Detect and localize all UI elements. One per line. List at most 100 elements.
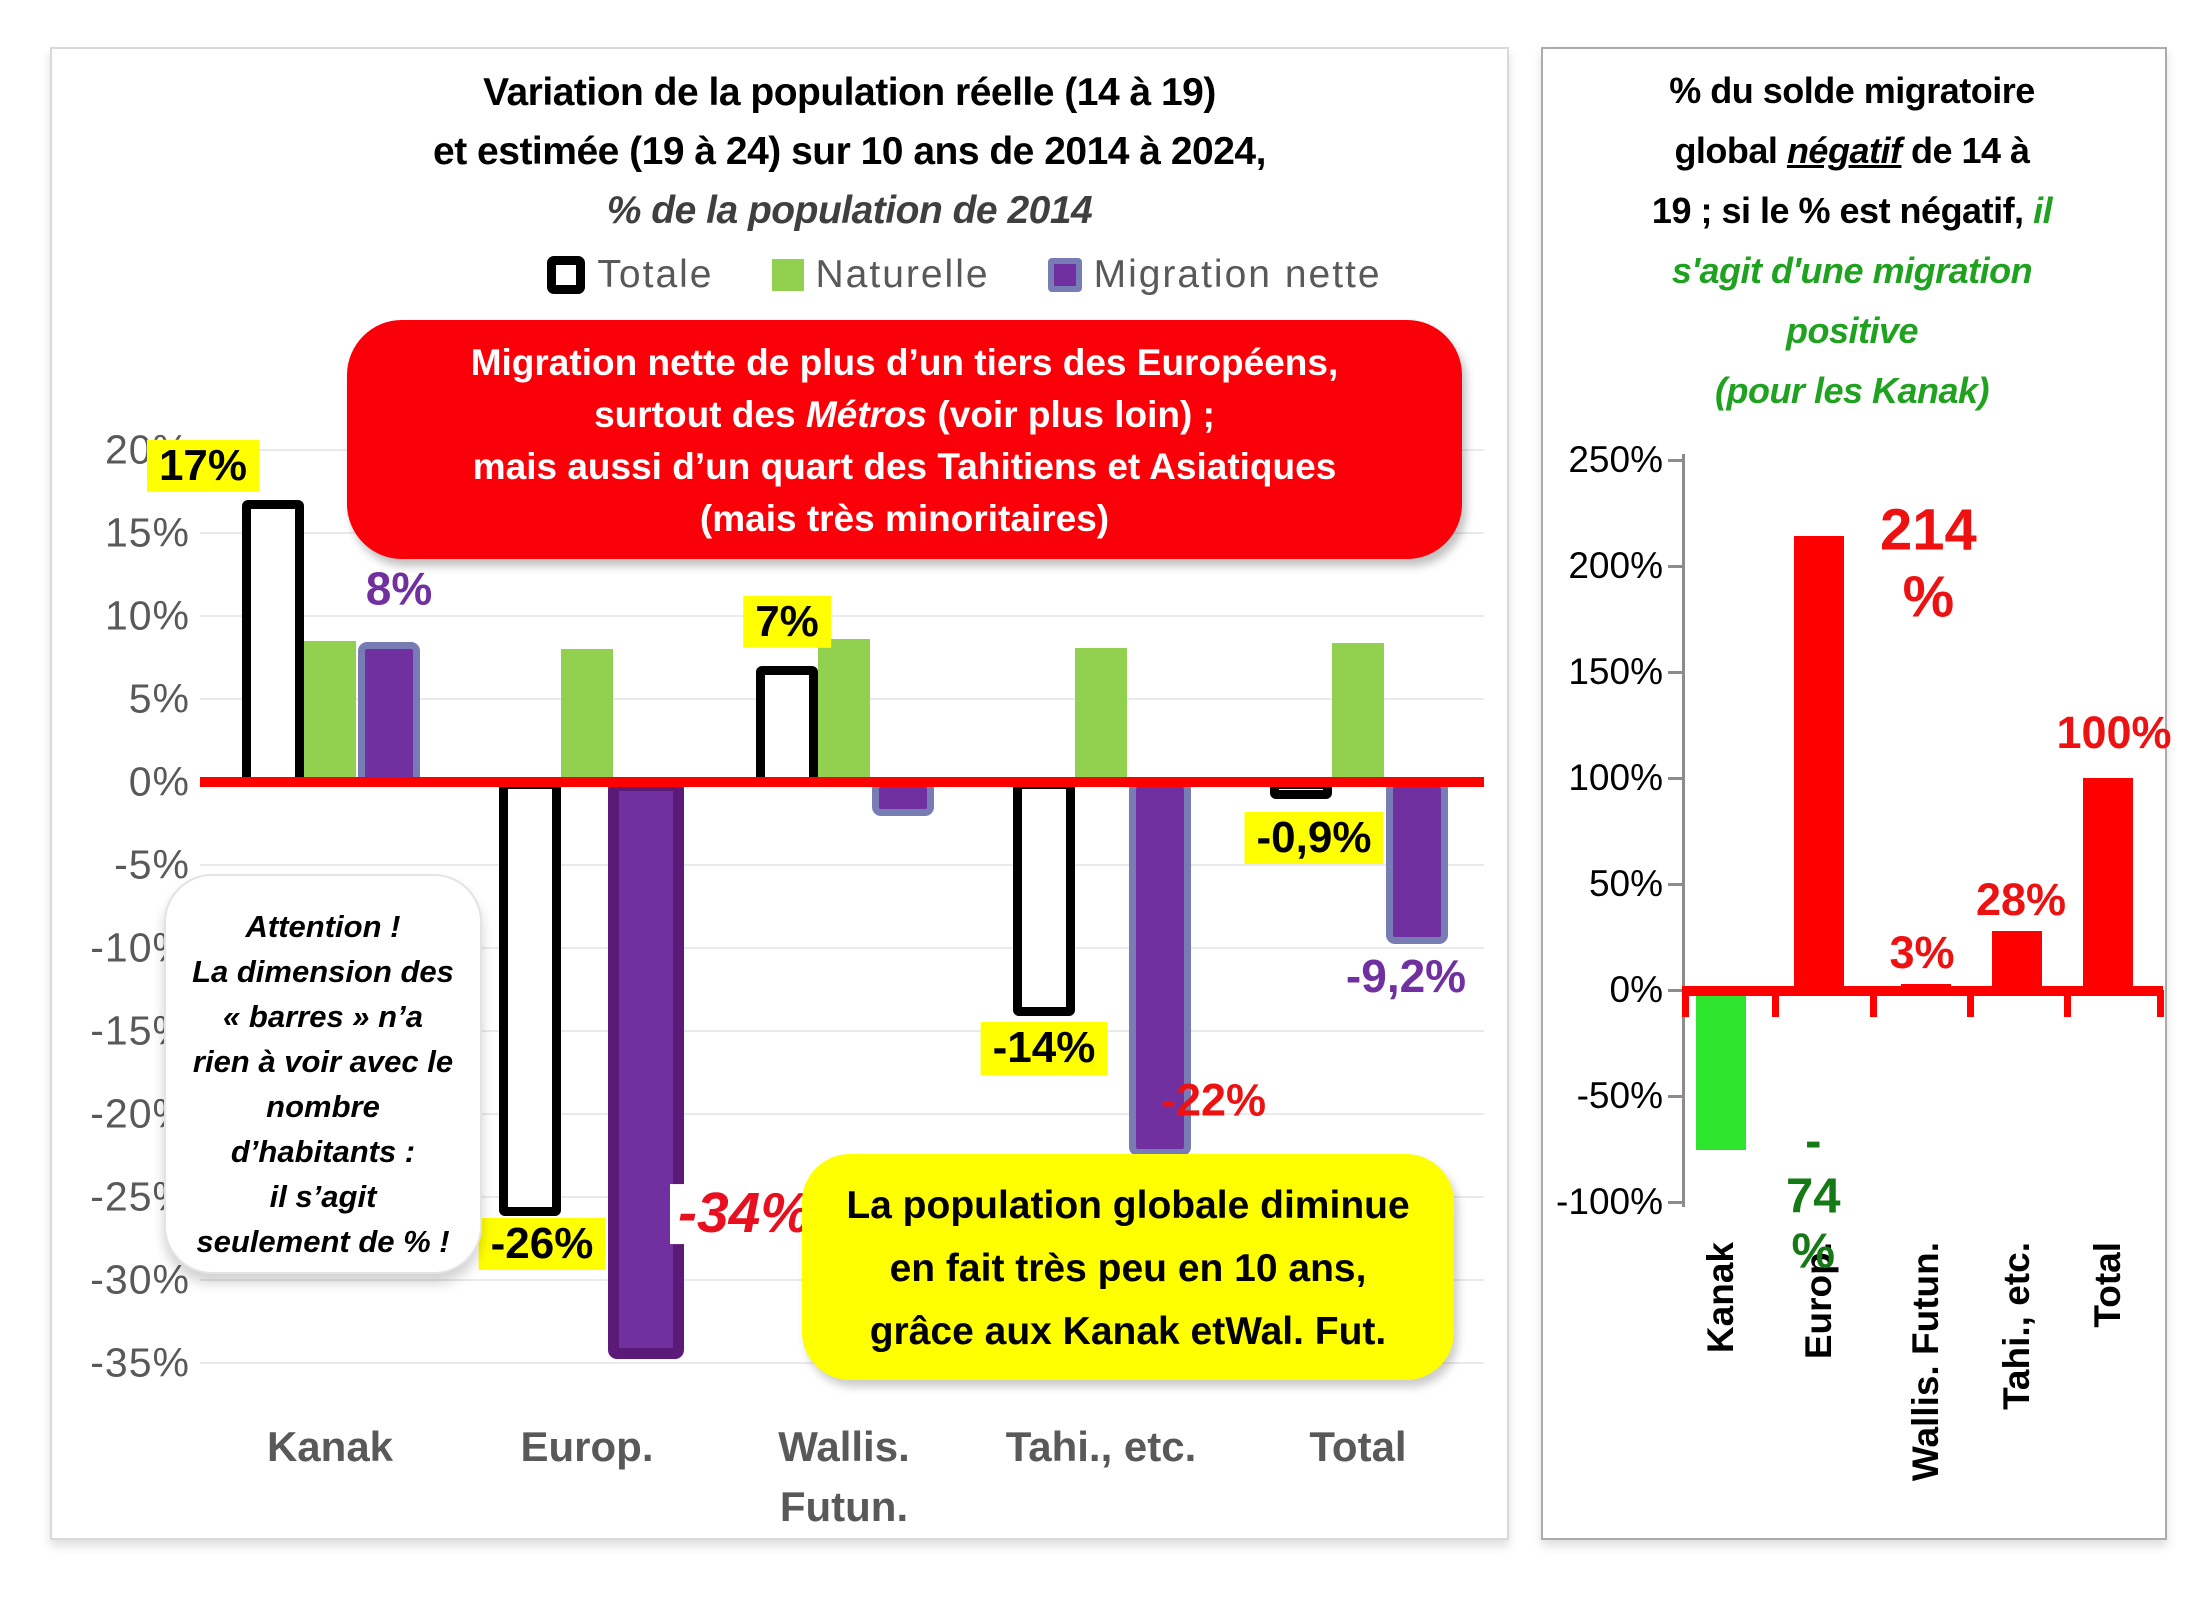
left-title-line2: et estimée (19 à 24) sur 10 ans de 2014 …	[433, 130, 1266, 173]
bar-naturelle-kanak	[304, 640, 356, 786]
y-tick-label: 200%	[1568, 545, 1663, 586]
data-label-26: -26%	[478, 1217, 606, 1270]
bar-kanak	[1696, 990, 1746, 1150]
legend-item-naturelle: Naturelle	[771, 253, 990, 297]
y-axis-tick	[1668, 777, 1682, 780]
bar-migration-nette-europ	[608, 780, 684, 1360]
bar-migration-nette-kanak	[358, 642, 420, 786]
y-tick-label: 0%	[1609, 969, 1663, 1010]
data-label-28: 28%	[1975, 873, 2067, 925]
y-tick-label: -30%	[90, 1256, 190, 1303]
baseline-tick	[1682, 990, 1689, 1017]
x-category-label-tahi-etc: Tahi., etc.	[1005, 1423, 1197, 1470]
data-label-100: 100%	[2056, 706, 2172, 758]
y-axis-tick	[1668, 989, 1682, 992]
bar-total	[2083, 778, 2133, 993]
baseline-tick	[1772, 990, 1779, 1017]
data-label-74: - 74 %	[1786, 1114, 1841, 1279]
baseline-tick	[2157, 990, 2164, 1017]
y-tick-label: 10%	[104, 592, 190, 639]
legend-item-label: Totale	[597, 253, 714, 296]
right-title-line-6: (pour les Kanak)	[1553, 361, 2151, 421]
text-segment: négatif	[1786, 130, 1902, 171]
text-segment: Migration nette de plus d’un tiers des E…	[470, 342, 1339, 383]
legend-item-migration-nette: Migration nette	[1047, 253, 1382, 297]
purple-swatch-icon	[1047, 258, 1082, 292]
x-category-label-wallis-futun: Wallis. Futun.	[778, 1423, 910, 1530]
data-label-22: -22%	[1161, 1074, 1267, 1126]
text-segment: positive	[1785, 310, 1919, 351]
bar-totale-europ	[499, 780, 561, 1216]
gridline	[200, 947, 1484, 949]
bar-totale-kanak	[242, 499, 304, 786]
y-tick-label: 5%	[128, 675, 190, 722]
x-category-label-kanak: Kanak	[1700, 1242, 1741, 1354]
data-label-17: 17%	[146, 439, 260, 492]
gridline	[200, 864, 1484, 866]
right-title-line-2: global négatif de 14 à	[1553, 121, 2151, 181]
x-category-label-total: Total	[1309, 1423, 1407, 1470]
legend: Totale Naturelle Migration nette	[217, 252, 1482, 298]
green-swatch-icon	[771, 259, 804, 291]
outline-swatch-icon	[547, 256, 586, 294]
y-tick-label: -35%	[90, 1339, 190, 1386]
data-label-7: 7%	[743, 595, 831, 648]
data-label-9-2: -9,2%	[1345, 949, 1467, 1002]
text-segment: il	[2033, 190, 2053, 231]
y-tick-label: -5%	[114, 841, 190, 888]
text-segment: Métros	[805, 394, 928, 435]
y-axis-tick	[1668, 1095, 1682, 1098]
left-chart-panel: Variation de la population réelle (14 à …	[50, 47, 1509, 1540]
bar-totale-tahi-etc	[1013, 780, 1075, 1017]
bar-naturelle-total	[1332, 642, 1384, 786]
text-segment: de 14 à	[1901, 130, 2030, 171]
red-callout-line-3: mais aussi d’un quart des Tahitiens et A…	[347, 441, 1462, 493]
bar-naturelle-europ	[561, 649, 613, 786]
legend-item-label: Migration nette	[1093, 253, 1382, 296]
text-segment: global	[1674, 130, 1787, 171]
y-axis-tick	[1668, 671, 1682, 674]
red-callout: Migration nette de plus d’un tiers des E…	[347, 320, 1462, 559]
red-callout-line-2: surtout des Métros (voir plus loin) ;	[347, 389, 1462, 441]
data-label-8: 8%	[365, 562, 433, 615]
data-label-14: -14%	[980, 1022, 1108, 1075]
x-category-label-tahi-etc: Tahi., etc.	[1996, 1242, 2037, 1410]
red-callout-line-4: (mais très minoritaires)	[347, 493, 1462, 545]
bar-tahi-etc	[1992, 930, 2042, 993]
y-axis-tick	[1668, 1201, 1682, 1204]
y-tick-label: 150%	[1568, 651, 1663, 692]
data-label-3: 3%	[1889, 926, 1955, 978]
data-label-214: 214 %	[1880, 497, 1977, 630]
y-axis-tick	[1668, 883, 1682, 886]
left-title-line1: Variation de la population réelle (14 à …	[483, 71, 1216, 114]
bar-europ	[1794, 536, 1844, 993]
zero-baseline	[1682, 986, 2163, 996]
text-segment: mais aussi d’un quart des Tahitiens et A…	[472, 446, 1337, 487]
y-tick-label: 100%	[1568, 757, 1663, 798]
left-chart-title: Variation de la population réelle (14 à …	[217, 63, 1482, 240]
right-title-line-5: positive	[1553, 301, 2151, 361]
right-title-line-4: s'agit d'une migration	[1553, 241, 2151, 301]
data-label-34: -34%	[670, 1184, 820, 1245]
y-axis-tick	[1668, 459, 1682, 462]
text-segment: % du solde migratoire	[1669, 70, 2035, 111]
baseline-tick	[1967, 990, 1974, 1017]
right-chart-panel: % du solde migratoire global négatif de 1…	[1541, 47, 2172, 1540]
legend-item-totale: Totale	[547, 253, 713, 297]
y-tick-label: -50%	[1576, 1075, 1663, 1116]
y-tick-label: 50%	[1588, 863, 1663, 904]
text-segment: (pour les Kanak)	[1714, 370, 1990, 411]
x-category-label-wallis-futun: Wallis. Futun.	[1905, 1242, 1946, 1482]
right-title-line-1: % du solde migratoire	[1553, 61, 2151, 121]
bar-migration-nette-tahi-etc	[1129, 780, 1191, 1157]
left-chart-subtitle: % de la population de 2014	[606, 189, 1093, 232]
x-category-label-total: Total	[2087, 1242, 2128, 1328]
gridline	[200, 1030, 1484, 1032]
right-title-line-3: 19 ; si le % est négatif, il	[1553, 181, 2151, 241]
legend-item-label: Naturelle	[815, 253, 990, 296]
zero-baseline	[200, 777, 1484, 787]
text-segment: surtout des	[594, 394, 806, 435]
data-label-0-9: -0,9%	[1244, 811, 1384, 865]
baseline-tick	[2064, 990, 2071, 1017]
attention-callout: Attention ! La dimension des « barres » …	[164, 874, 482, 1274]
